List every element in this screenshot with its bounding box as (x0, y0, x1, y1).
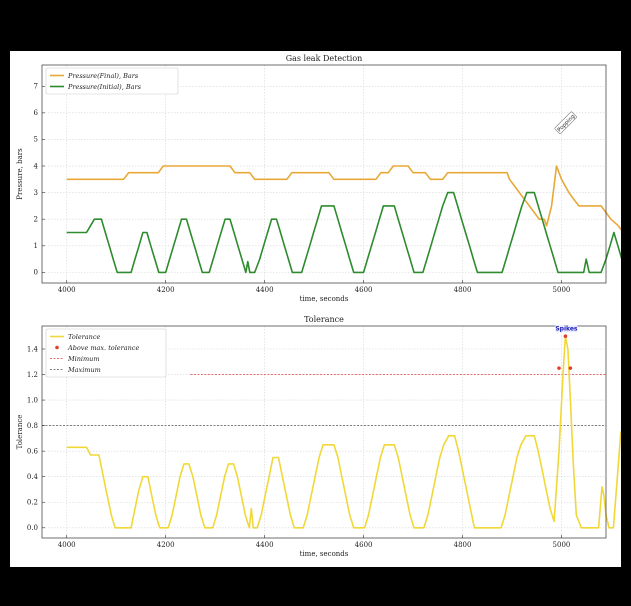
y-tick-label: 1.2 (27, 371, 38, 379)
y-tick-label: 0.4 (27, 473, 39, 481)
y-tick-label: 0.0 (27, 524, 38, 532)
x-tick-label: 4400 (256, 541, 274, 549)
x-tick-label: 5000 (553, 541, 571, 549)
chart-1: 4000420044004600480050005200540001234567… (16, 54, 621, 303)
marker-point (568, 366, 573, 370)
y-tick-label: 1 (34, 242, 38, 250)
y-tick-label: 0 (34, 269, 38, 277)
y-tick-label: 3 (34, 189, 38, 197)
chart-title: Gas leak Detection (286, 54, 363, 63)
legend: Pressure(Final), Bars Pressure(Initial), … (45, 67, 179, 95)
axes-frame (41, 64, 607, 284)
legend-label: Pressure(Final), Bars (67, 72, 139, 80)
legend-label: Above max. tolerance (67, 344, 139, 352)
series-line-1 (66, 335, 621, 529)
y-tick-label: 2 (34, 215, 38, 223)
x-axis-label: time, seconds (300, 295, 349, 303)
x-tick-label: 4200 (157, 286, 175, 294)
y-axis-label: Pressure, bars (16, 148, 24, 200)
x-tick-label: 4200 (157, 541, 175, 549)
y-tick-label: 4 (34, 162, 39, 170)
annotation-text: Spikes (555, 326, 578, 333)
annotation-spikes: Spikes (555, 325, 578, 333)
legend-box (45, 328, 167, 378)
x-tick-label: 4800 (454, 541, 472, 549)
series-line-1 (66, 165, 621, 231)
y-tick-label: 0.8 (27, 422, 38, 430)
x-tick-label: 4000 (58, 541, 76, 549)
figure-svg: 4000420044004600480050005200540001234567… (16, 54, 621, 558)
y-tick-label: 1.4 (27, 345, 39, 353)
chart-title: Tolerance (304, 315, 344, 324)
y-tick-label: 6 (34, 109, 39, 117)
legend-label: Minimum (67, 355, 100, 363)
series-line-2 (66, 191, 621, 274)
legend-label: Tolerance (68, 333, 100, 341)
y-tick-label: 1.0 (27, 396, 38, 404)
legend-swatch-dot (55, 345, 59, 350)
marker-point (563, 334, 568, 339)
x-tick-label: 4000 (58, 286, 76, 294)
chart-2: 400042004400460048005000520054000.00.20.… (16, 315, 621, 558)
x-tick-label: 4600 (355, 541, 373, 549)
y-axis-label: Tolerance (16, 415, 24, 450)
marker-point (557, 366, 561, 370)
legend-box (45, 67, 179, 95)
x-tick-label: 4600 (355, 286, 373, 294)
x-axis-label: time, seconds (300, 550, 349, 558)
legend-label: Pressure(Initial), Bars (67, 83, 142, 91)
legend-label: Maximum (67, 366, 101, 374)
x-tick-label: 5000 (553, 286, 571, 294)
x-tick-label: 4800 (454, 286, 472, 294)
y-tick-label: 7 (34, 83, 38, 91)
y-tick-label: 5 (34, 136, 38, 144)
legend: Tolerance Above max. tolerance Minimum Maxi… (45, 328, 167, 378)
axes-frame (41, 325, 607, 539)
annotation-box (554, 111, 577, 134)
plot-area (42, 65, 606, 283)
y-tick-label: 0.2 (27, 499, 38, 507)
annotation-box (555, 325, 578, 333)
x-tick-label: 4400 (256, 286, 274, 294)
y-tick-label: 0.6 (27, 447, 39, 455)
figure-canvas: 4000420044004600480050005200540001234567… (10, 51, 621, 567)
